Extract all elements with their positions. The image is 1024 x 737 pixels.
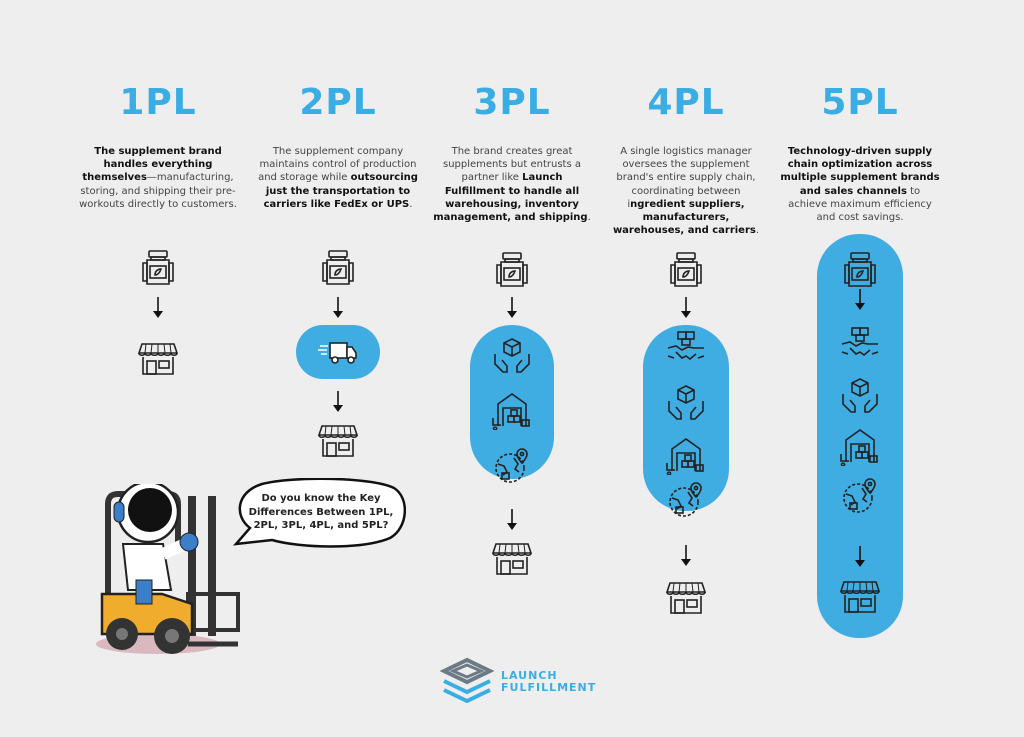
arrow-down-icon xyxy=(332,391,344,413)
warehouse-icon xyxy=(840,426,880,466)
column-title-2pl: 2PL xyxy=(299,82,377,123)
description-text: The brand creates great supplements but … xyxy=(442,146,581,184)
column-description: The supplement brand handles everything … xyxy=(78,145,238,211)
description-text: A single logistics manager oversees the … xyxy=(616,146,756,210)
description-bold: ngredient suppliers, manufacturers, ware… xyxy=(612,198,756,237)
launch-fulfillment-logo-icon xyxy=(440,657,494,703)
astronaut-forklift-icon xyxy=(96,484,240,654)
column-description: Technology-driven supply chain optimizat… xyxy=(780,145,940,224)
column-title-3pl: 3PL xyxy=(473,82,551,123)
global-shipping-icon xyxy=(666,480,706,520)
speech-bubble-text: Do you know the Key Differences Between … xyxy=(248,493,394,531)
column-title-1pl: 1PL xyxy=(119,82,197,123)
description-text: . xyxy=(755,225,760,237)
global-shipping-icon xyxy=(492,446,532,486)
description-bold: The supplement brand handles everything … xyxy=(82,146,222,184)
logo-line-1: LAUNCH xyxy=(501,669,558,682)
global-shipping-icon xyxy=(840,476,880,516)
supplement-jar-icon xyxy=(138,248,178,288)
storefront-icon xyxy=(138,338,178,378)
supplement-jar-icon xyxy=(492,250,532,290)
arrow-down-icon xyxy=(854,546,866,568)
speech-bubble xyxy=(232,478,406,548)
hands-box-icon xyxy=(492,336,532,376)
arrow-down-icon xyxy=(332,297,344,319)
supplement-jar-icon xyxy=(666,250,706,290)
storefront-icon xyxy=(666,577,706,617)
arrow-down-icon xyxy=(152,297,164,319)
description-text: . xyxy=(409,198,413,210)
column-title-4pl: 4PL xyxy=(647,82,725,123)
handshake-icon xyxy=(666,330,706,370)
warehouse-icon xyxy=(492,390,532,430)
description-bold: Launch Fulfillment to handle all warehou… xyxy=(433,172,588,224)
column-title-5pl: 5PL xyxy=(821,82,899,123)
arrow-down-icon xyxy=(680,297,692,319)
logo-line-2: FULFILLMENT xyxy=(501,681,597,694)
hands-box-icon xyxy=(666,383,706,423)
hands-box-icon xyxy=(840,376,880,416)
storefront-icon xyxy=(840,576,880,616)
storefront-icon xyxy=(492,538,532,578)
handshake-icon xyxy=(840,326,880,366)
description-text: The supplement company maintains control… xyxy=(258,146,417,184)
logo-wordmark: LAUNCH FULFILLMENT xyxy=(501,670,596,694)
supplement-jar-icon xyxy=(318,248,358,288)
supplement-jar-icon xyxy=(840,250,880,290)
storefront-icon xyxy=(318,420,358,460)
delivery-truck-icon xyxy=(314,332,362,372)
column-description: The supplement company maintains control… xyxy=(258,145,418,211)
description-text: to achieve maximum efficiency and cost s… xyxy=(788,185,932,224)
column-description: The brand creates great supplements but … xyxy=(432,145,592,224)
column-description: A single logistics manager oversees the … xyxy=(606,145,766,237)
description-text: —manufacturing, storing, and shipping th… xyxy=(79,172,237,210)
arrow-down-icon xyxy=(506,297,518,319)
description-bold: Technology-driven supply chain optimizat… xyxy=(780,146,940,197)
arrow-down-icon xyxy=(506,509,518,531)
description-bold: outsourcing just the transportation to c… xyxy=(263,172,418,210)
description-text: . xyxy=(587,212,591,224)
warehouse-icon xyxy=(666,435,706,475)
arrow-down-icon xyxy=(854,289,866,311)
arrow-down-icon xyxy=(680,545,692,567)
